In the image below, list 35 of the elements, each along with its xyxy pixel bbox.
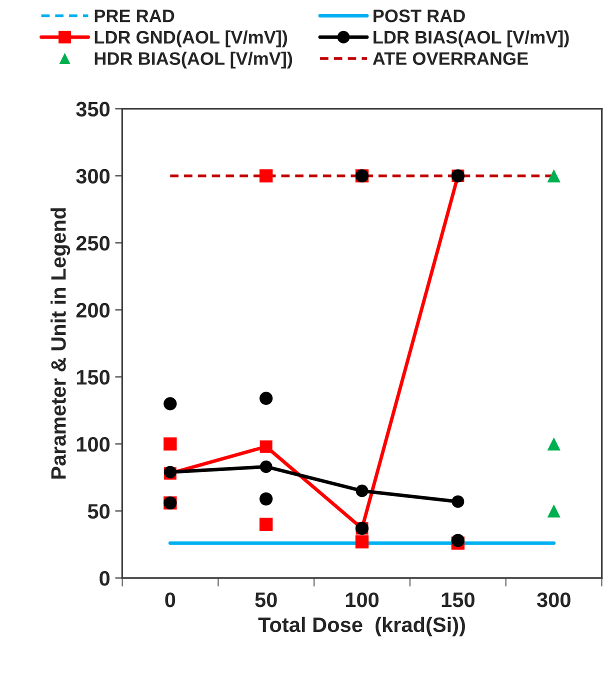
point xyxy=(452,495,464,508)
y-tick-label: 200 xyxy=(76,302,110,318)
point xyxy=(260,518,273,531)
point xyxy=(356,484,368,498)
y-tick-label: 100 xyxy=(76,436,110,452)
y-tick-label: 250 xyxy=(76,236,110,251)
x-axis-title: Total Dose (krad(Si)) xyxy=(258,616,465,636)
point xyxy=(547,169,560,182)
legend-label: HDR BIAS(AOL [V/mV]) xyxy=(94,52,292,69)
point xyxy=(260,169,273,182)
point xyxy=(164,397,177,410)
point xyxy=(451,534,465,548)
y-tick-label: 0 xyxy=(100,571,110,586)
legend-label: PRE RAD xyxy=(94,10,174,22)
legend-label: LDR BIAS(AOL [V/mV]) xyxy=(374,30,569,48)
legend-label: ATE OVERRANGE xyxy=(372,52,528,65)
point xyxy=(164,437,177,451)
point xyxy=(547,504,560,518)
y-axis-title: Parameter & Unit in Legend xyxy=(50,208,70,479)
legend-label: POST RAD xyxy=(374,10,465,22)
x-tick-label: 300 xyxy=(536,592,570,608)
point xyxy=(260,460,272,473)
y-tick-label: 150 xyxy=(76,370,110,385)
legend-label: LDR GND(AOL [V/mV]) xyxy=(94,30,288,48)
x-tick-label: 50 xyxy=(255,592,277,608)
point xyxy=(355,535,369,548)
point xyxy=(547,437,560,451)
y-tick-label: 50 xyxy=(88,504,110,519)
x-tick-label: 100 xyxy=(346,592,379,608)
point xyxy=(260,392,273,405)
x-tick-label: 0 xyxy=(165,592,176,608)
y-tick-label: 300 xyxy=(76,168,110,184)
y-tick-label: 350 xyxy=(76,102,110,117)
x-tick-label: 150 xyxy=(442,592,474,608)
point xyxy=(260,492,273,506)
